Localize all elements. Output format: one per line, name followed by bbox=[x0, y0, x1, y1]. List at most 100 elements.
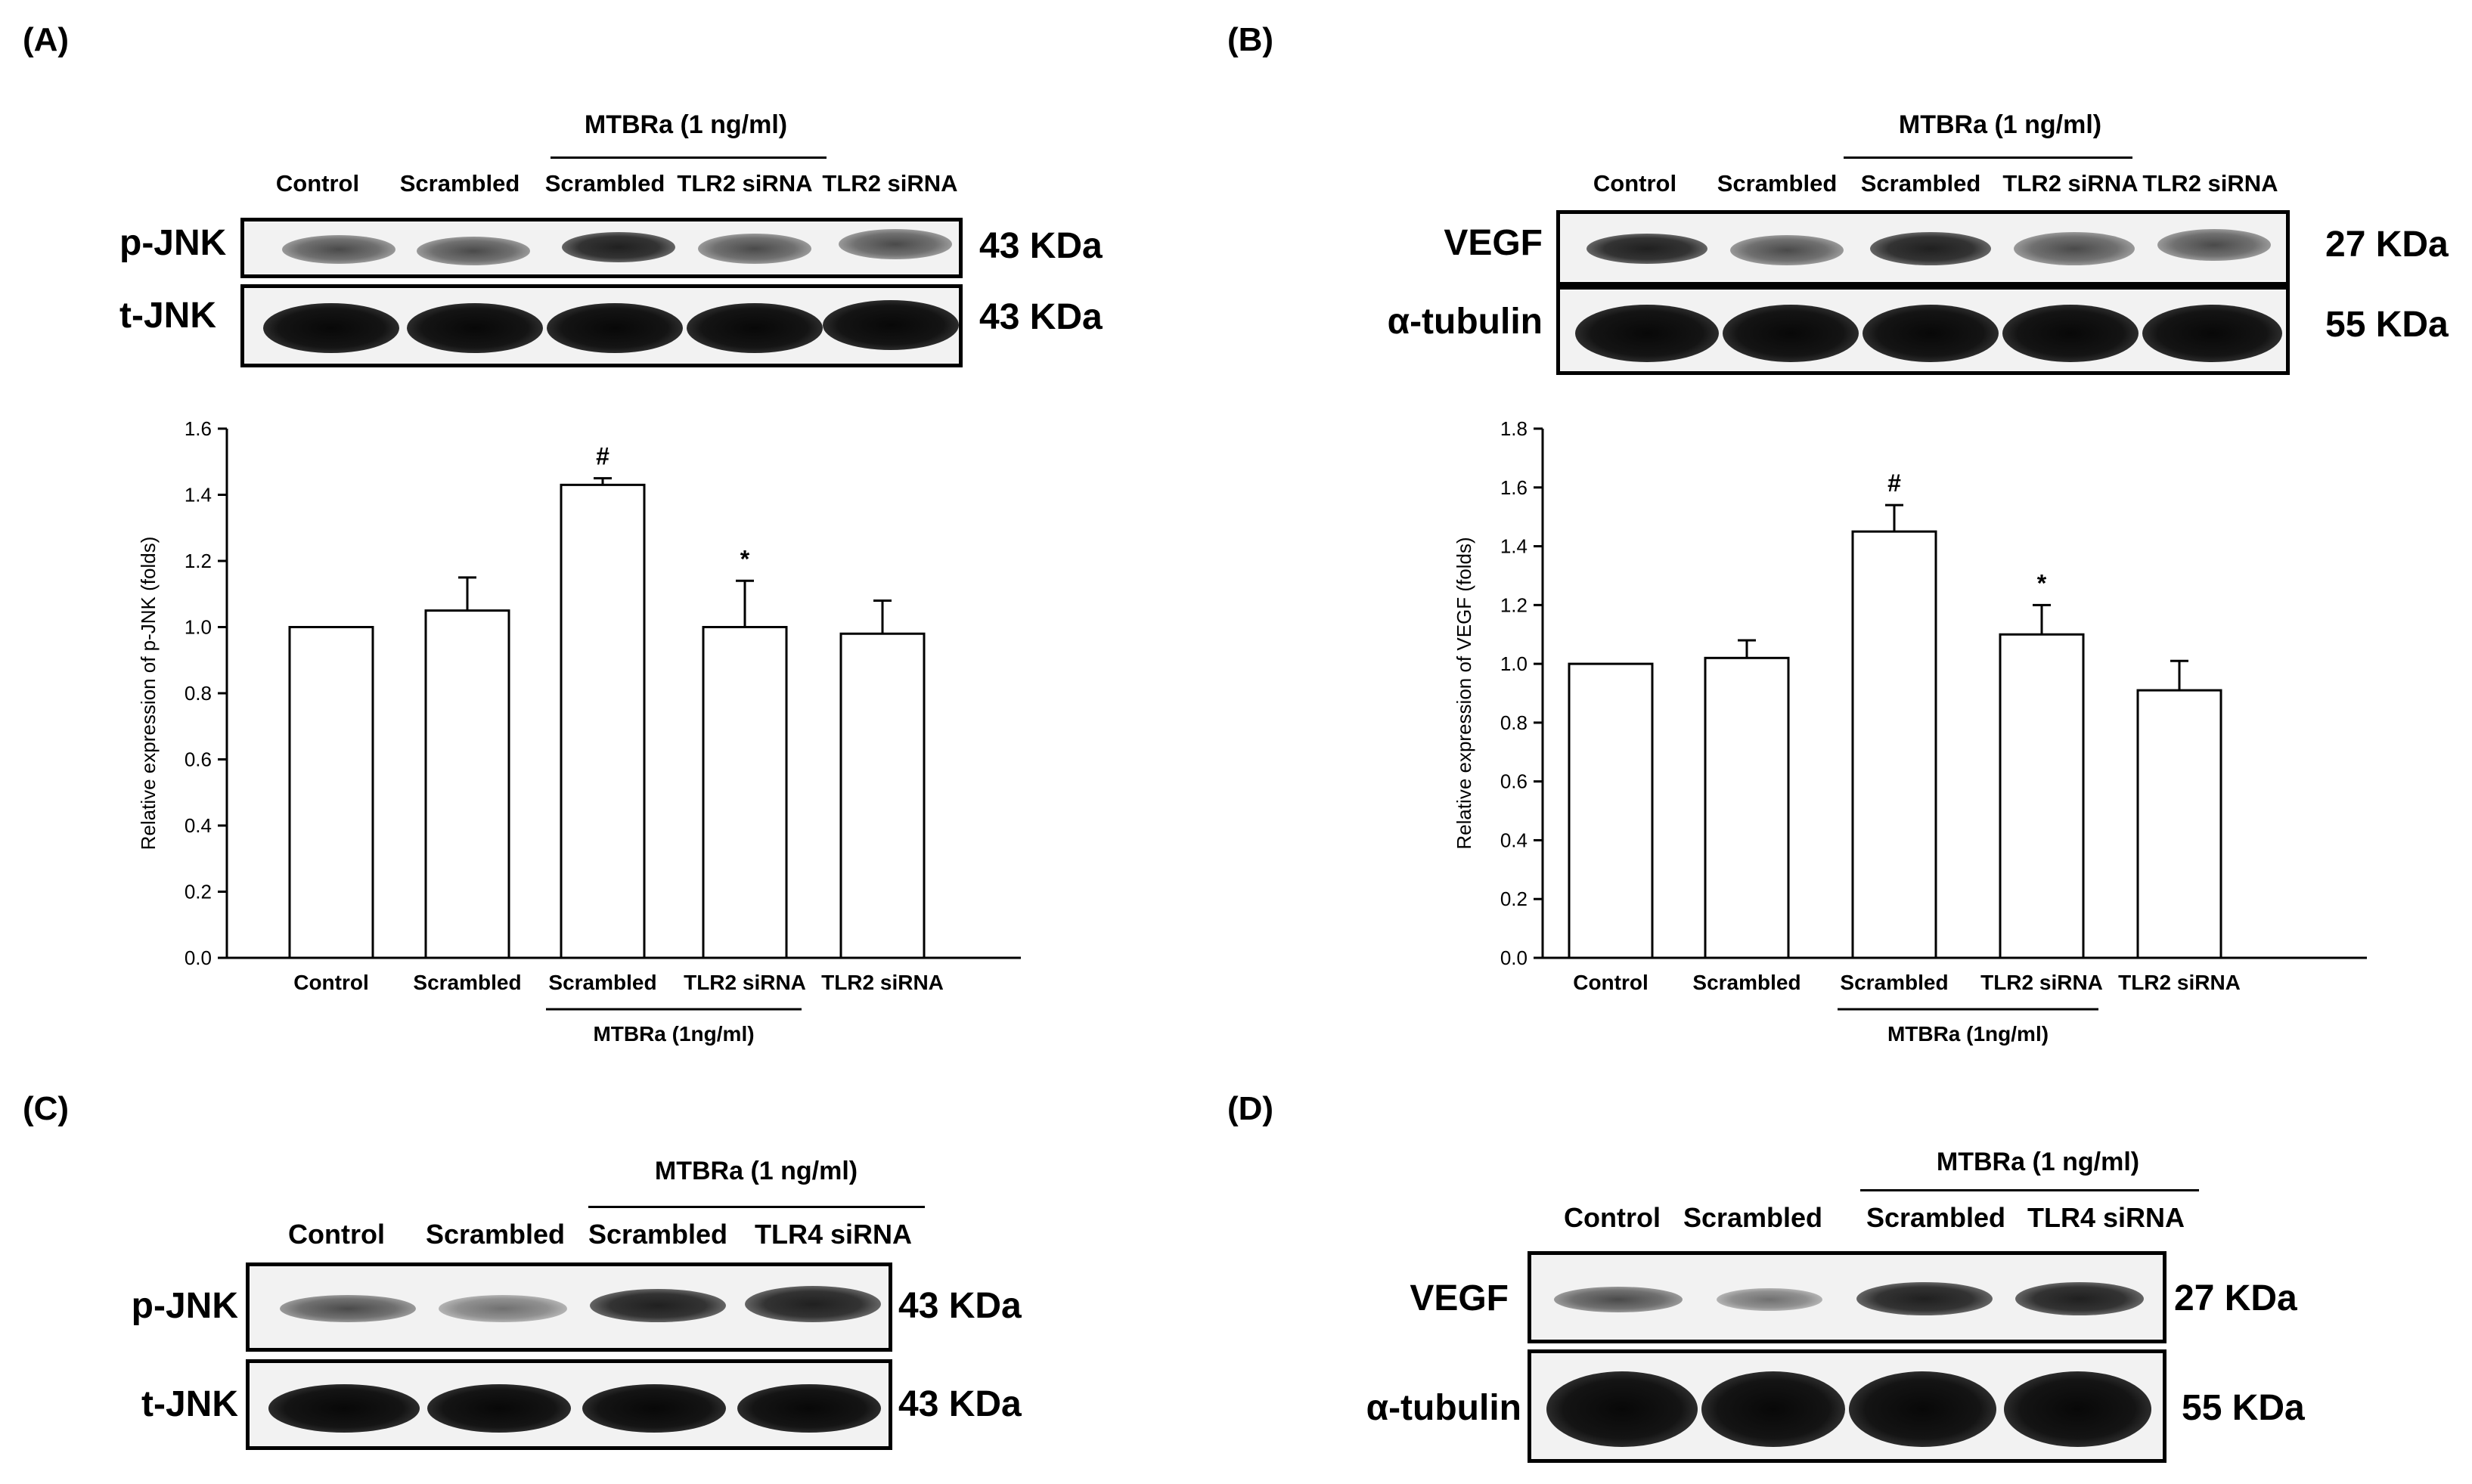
y-tick-label: 1.4 bbox=[1500, 535, 1528, 558]
blot-label-tjnk: t-JNK bbox=[119, 296, 216, 336]
y-tick-label: 1.4 bbox=[185, 484, 212, 507]
blot-image-vegf bbox=[1556, 210, 2290, 286]
x-tick-label: Control bbox=[1573, 971, 1649, 994]
blot-label-vegf: VEGF bbox=[1444, 223, 1543, 263]
blot-label-pjnk: p-JNK bbox=[119, 223, 227, 263]
lane-label: TLR4 siRNA bbox=[754, 1219, 913, 1250]
panel-letter-d: (D) bbox=[1227, 1090, 1274, 1127]
y-axis-label: Relative expression of p-JNK (folds) bbox=[137, 537, 160, 850]
bar bbox=[2136, 689, 2222, 959]
lane-label: TLR2 siRNA bbox=[677, 170, 813, 197]
panel-letter-a: (A) bbox=[23, 21, 70, 58]
bar bbox=[1704, 656, 1790, 959]
y-tick-label: 1.0 bbox=[1500, 652, 1528, 675]
group-line-b bbox=[1844, 156, 2132, 159]
blot-label-tubulin-d: α-tubulin bbox=[1366, 1388, 1521, 1428]
bar bbox=[1999, 633, 2085, 959]
y-tick-label: 1.0 bbox=[185, 616, 212, 639]
bar bbox=[839, 632, 926, 959]
blot-label-tubulin: α-tubulin bbox=[1387, 302, 1543, 342]
kda-label-tubulin: 55 KDa bbox=[2325, 305, 2449, 345]
lane-label: Scrambled bbox=[1717, 170, 1838, 197]
lane-label: TLR4 siRNA bbox=[2027, 1202, 2185, 1233]
kda-label-vegf-d: 27 KDa bbox=[2174, 1278, 2297, 1318]
kda-label-vegf: 27 KDa bbox=[2325, 225, 2449, 265]
y-tick-label: 1.2 bbox=[185, 550, 212, 572]
group-label-c: MTBRa (1 ng/ml) bbox=[654, 1157, 858, 1185]
kda-label-tjnk: 43 KDa bbox=[979, 297, 1103, 337]
x-tick-label: TLR2 siRNA bbox=[684, 971, 806, 994]
lane-label: TLR2 siRNA bbox=[822, 170, 958, 197]
group-label-a: MTBRa (1 ng/ml) bbox=[584, 110, 788, 139]
y-tick-label: 0.8 bbox=[185, 682, 212, 705]
y-tick-label: 0.0 bbox=[1500, 946, 1528, 969]
y-tick-label: 0.4 bbox=[1500, 829, 1528, 851]
blot-image-tubulin-d bbox=[1528, 1349, 2166, 1463]
chart-a: 0.0 0.2 0.4 0.6 0.8 1.0 1.2 1.4 1.6 Relative expr… bbox=[137, 417, 1021, 1046]
y-tick-label: 0.4 bbox=[185, 814, 212, 837]
significance-mark: # bbox=[596, 443, 609, 470]
blot-image-pjnk-c bbox=[246, 1262, 892, 1352]
x-tick-label: Scrambled bbox=[1692, 971, 1800, 994]
y-tick-label: 1.6 bbox=[185, 417, 212, 440]
bar bbox=[702, 626, 788, 959]
kda-label-tubulin-d: 55 KDa bbox=[2182, 1388, 2305, 1428]
bar bbox=[1851, 530, 1937, 959]
x-tick-label: TLR2 siRNA bbox=[821, 971, 944, 994]
lane-label: Scrambled bbox=[1866, 1202, 2006, 1233]
lane-label: Scrambled bbox=[544, 170, 665, 197]
significance-mark: * bbox=[740, 545, 750, 572]
panel-letter-b: (B) bbox=[1227, 21, 1274, 58]
bar bbox=[1568, 662, 1654, 959]
lane-label: Scrambled bbox=[399, 170, 520, 197]
bar bbox=[288, 626, 374, 959]
y-tick-label: 0.6 bbox=[1500, 770, 1528, 793]
y-tick-label: 0.2 bbox=[185, 881, 212, 903]
x-tick-label: TLR2 siRNA bbox=[1980, 971, 2103, 994]
y-tick-label: 1.6 bbox=[1500, 476, 1528, 499]
y-tick-label: 0.6 bbox=[185, 748, 212, 771]
y-tick-label: 0.8 bbox=[1500, 711, 1528, 734]
lane-label: TLR2 siRNA bbox=[2002, 170, 2139, 197]
group-line-d bbox=[1860, 1189, 2199, 1191]
lane-label: Scrambled bbox=[588, 1219, 728, 1250]
kda-label-pjnk: 43 KDa bbox=[979, 226, 1103, 266]
y-axis-label: Relative expression of VEGF (folds) bbox=[1453, 537, 1475, 849]
blot-image-pjnk bbox=[240, 218, 963, 278]
group-bracket-label: MTBRa (1ng/ml) bbox=[593, 1022, 754, 1046]
lane-label: Control bbox=[1593, 170, 1677, 197]
blot-image-tjnk-c bbox=[246, 1359, 892, 1450]
blot-label-tjnk-c: t-JNK bbox=[141, 1384, 238, 1424]
lane-label: Scrambled bbox=[1860, 170, 1981, 197]
lane-label: TLR2 siRNA bbox=[2142, 170, 2278, 197]
blot-label-pjnk-c: p-JNK bbox=[131, 1286, 238, 1326]
x-tick-label: Scrambled bbox=[1840, 971, 1948, 994]
significance-mark: # bbox=[1887, 469, 1901, 497]
group-line-a bbox=[551, 156, 827, 159]
blot-image-tjnk bbox=[240, 284, 963, 367]
significance-mark: * bbox=[2037, 569, 2047, 596]
y-tick-label: 0.2 bbox=[1500, 888, 1528, 910]
y-tick-label: 0.0 bbox=[185, 946, 212, 969]
lane-label: Scrambled bbox=[1683, 1202, 1823, 1233]
x-tick-label: Control bbox=[293, 971, 369, 994]
bar bbox=[560, 483, 646, 959]
group-label-d: MTBRa (1 ng/ml) bbox=[1936, 1148, 2140, 1176]
y-tick-label: 1.2 bbox=[1500, 593, 1528, 616]
kda-label-pjnk-c: 43 KDa bbox=[898, 1286, 1022, 1326]
blot-label-vegf-d: VEGF bbox=[1410, 1278, 1509, 1318]
lane-label: Scrambled bbox=[425, 1219, 566, 1250]
x-tick-label: Scrambled bbox=[548, 971, 656, 994]
blot-image-vegf-d bbox=[1528, 1251, 2166, 1343]
lane-label: Control bbox=[1564, 1202, 1661, 1233]
group-bracket-label: MTBRa (1ng/ml) bbox=[1887, 1022, 2049, 1046]
blot-image-tubulin bbox=[1556, 286, 2290, 375]
kda-label-tjnk-c: 43 KDa bbox=[898, 1384, 1022, 1424]
x-tick-label: Scrambled bbox=[413, 971, 521, 994]
lane-label: Control bbox=[275, 170, 360, 197]
group-line-c bbox=[588, 1206, 925, 1208]
y-tick-label: 1.8 bbox=[1500, 417, 1528, 440]
panel-letter-c: (C) bbox=[23, 1090, 70, 1127]
x-tick-label: TLR2 siRNA bbox=[2118, 971, 2241, 994]
chart-b: 0.0 0.2 0.4 0.6 0.8 1.0 1.2 1.4 1.6 1.8 Relative e… bbox=[1453, 417, 2367, 1046]
